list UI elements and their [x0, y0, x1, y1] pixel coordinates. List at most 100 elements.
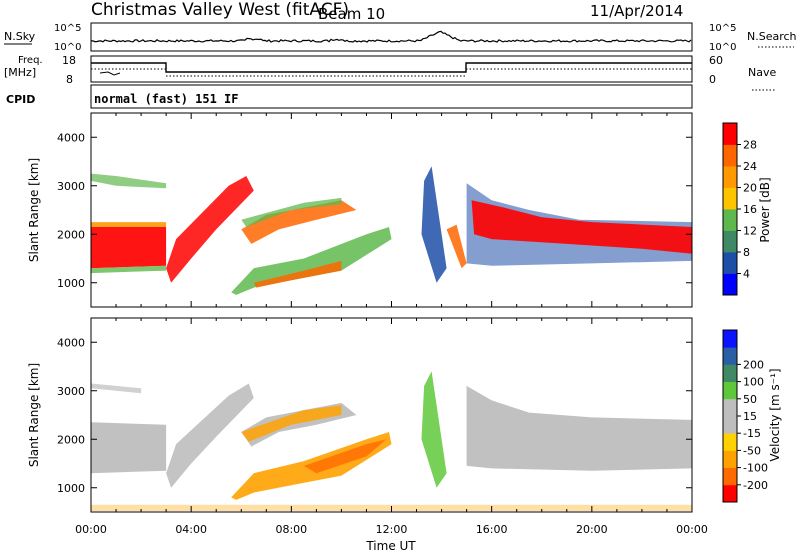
power-echo-main-early-edge [91, 222, 167, 227]
velocity-echo-main-early [91, 422, 167, 474]
velocity-colorbar-tick-label: -100 [743, 462, 768, 475]
nave-trace [91, 68, 692, 77]
freq-early-trace [99, 71, 121, 76]
velocity-colorbar-cell [723, 416, 737, 434]
nsky-label: N.Sky [4, 30, 36, 43]
velocity-ytick-label: 4000 [57, 336, 85, 349]
velocity-echo-early-high [91, 383, 142, 394]
power-colorbar-label: Power [dB] [758, 177, 772, 242]
velocity-colorbar-cell [723, 398, 737, 417]
power-echo-early-high [91, 173, 167, 189]
power-echo-main-early-bottom [91, 265, 167, 274]
power-colorbar-tick-label: 8 [743, 246, 750, 259]
freq-frame [90, 55, 693, 83]
velocity-colorbar-label: Velocity [m s⁻¹] [768, 368, 782, 461]
velocity-colorbar-cell [723, 450, 737, 468]
power-ytick-label: 2000 [57, 228, 85, 241]
power-panel: 1000 2000 3000 4000 Slant Range [km] 4 8 12 16… [27, 112, 772, 308]
velocity-echo-lower-core [303, 439, 387, 474]
x-tick-label: 08:00 [275, 523, 307, 536]
velocity-ytick-label: 3000 [57, 385, 85, 398]
freq-tick-bottom: 8 [66, 73, 73, 86]
nave-tick-bottom: 0 [709, 73, 716, 86]
x-axis-label: Time UT [365, 539, 416, 553]
power-echo-upper-band-top [241, 197, 342, 227]
power-colorbar-tick-label: 4 [743, 268, 750, 281]
x-tick-label: 20:00 [576, 523, 608, 536]
power-colorbar-cell [723, 144, 737, 167]
nsearch-label: N.Search [747, 30, 797, 43]
velocity-colorbar-tick-label: -200 [743, 479, 768, 492]
power-ytick-label: 3000 [57, 180, 85, 193]
noise-sky-trace [90, 30, 692, 43]
power-y-axis: 1000 2000 3000 4000 [57, 131, 692, 290]
power-colorbar-cell [723, 166, 737, 188]
noise-tick-right-bottom: 10^0 [709, 42, 736, 53]
power-colorbar-cell [723, 252, 737, 274]
velocity-frame [90, 317, 693, 513]
power-colorbar-tick-label: 12 [743, 225, 757, 238]
freq-tick-top: 18 [62, 54, 76, 67]
x-tick-label: 16:00 [476, 523, 508, 536]
velocity-colorbar-tick-label: 15 [743, 410, 757, 423]
velocity-echo-afternoon-main [466, 385, 692, 471]
date-label: 11/Apr/2014 [590, 2, 683, 20]
power-frame [90, 112, 693, 308]
x-tick-label: 00:00 [676, 523, 708, 536]
x-tick-label: 04:00 [175, 523, 207, 536]
velocity-colorbar-tick-label: -15 [743, 427, 761, 440]
noise-tick-left-bottom: 10^0 [54, 42, 81, 53]
noise-tick-right-top: 10^5 [709, 23, 736, 34]
power-echo-afternoon-main [471, 200, 692, 254]
power-colorbar-cell [723, 273, 737, 296]
velocity-colorbar-cell [723, 347, 737, 365]
power-colorbar-tick-label: 24 [743, 160, 757, 173]
velocity-colorbar-cell [723, 381, 737, 400]
power-echo-noon-red [446, 224, 467, 269]
power-echo-noon-spike [421, 166, 447, 283]
power-colorbar-tick-label: 28 [743, 139, 757, 152]
radar-title: Christmas Valley West (fitACF) [91, 0, 349, 20]
power-colorbar-tick-label: 16 [743, 203, 757, 216]
power-x-ticks [90, 113, 693, 307]
velocity-colorbar-cell [723, 330, 737, 348]
power-ylabel: Slant Range [km] [27, 158, 41, 262]
power-echo-upper-band [241, 200, 357, 244]
power-ytick-label: 1000 [57, 277, 85, 290]
velocity-colorbar-tick-label: 50 [743, 393, 757, 406]
velocity-colorbar-cell [723, 364, 737, 382]
power-echo-rising [166, 176, 254, 283]
noise-strip: N.Sky N.Search 10^5 10^0 10^5 10^0 [4, 22, 797, 53]
power-colorbar-cell [723, 209, 737, 231]
velocity-colorbar-tick-label: 100 [743, 376, 764, 389]
velocity-colorbar-cell [723, 433, 737, 451]
velocity-echo-noon-spike [421, 371, 447, 488]
velocity-colorbar-tick-label: 200 [743, 358, 764, 371]
velocity-echo-rising [166, 383, 254, 488]
velocity-colorbar-tick-label: -50 [743, 444, 761, 457]
power-colorbar: 4 8 12 16 20 24 28 [722, 122, 757, 296]
velocity-colorbar-cell [723, 467, 737, 486]
power-echo-lower-band [231, 227, 392, 295]
power-colorbar-tick-label: 20 [743, 182, 757, 195]
velocity-ylabel: Slant Range [km] [27, 363, 41, 467]
velocity-echo-upper-band-flow [241, 405, 342, 442]
power-echoes [91, 166, 692, 295]
velocity-echoes [91, 371, 692, 511]
beam-label: Beam 10 [318, 5, 385, 23]
power-colorbar-cell [723, 123, 737, 145]
cpid-value: normal (fast) 151 IF [94, 92, 239, 106]
noise-tick-left-top: 10^5 [54, 23, 81, 34]
nave-label: Nave [748, 66, 776, 79]
nave-tick-top: 60 [709, 54, 723, 67]
velocity-colorbar-cell [723, 484, 737, 503]
cpid-label: CPID [6, 93, 35, 106]
x-tick-label: 00:00 [75, 523, 107, 536]
noise-frame [90, 22, 693, 52]
velocity-ytick-label: 2000 [57, 433, 85, 446]
power-echo-main-early [91, 227, 167, 269]
power-colorbar-cell [723, 187, 737, 210]
cpid-strip: CPID normal (fast) 151 IF [6, 84, 693, 109]
velocity-ytick-label: 1000 [57, 482, 85, 495]
